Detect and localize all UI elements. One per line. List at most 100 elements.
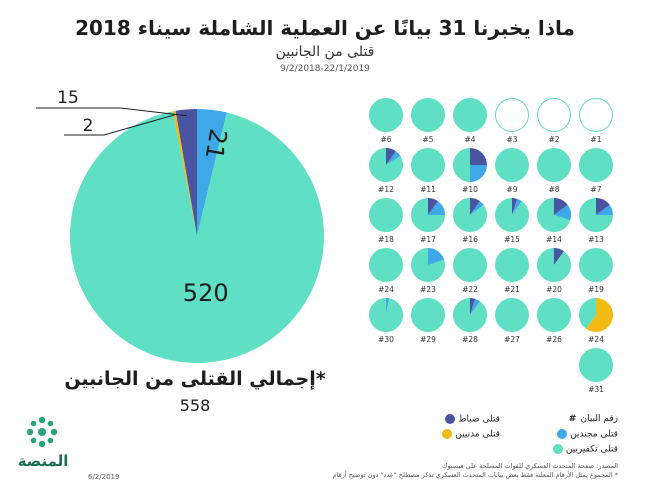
slice-label-takfiri: 520 <box>183 279 229 307</box>
statement-number: #26 <box>546 335 562 344</box>
statement-pie: #19 <box>579 248 613 294</box>
statement-number: #18 <box>378 235 394 244</box>
legend-item-militant: قتلى مجندين <box>552 429 618 440</box>
statement-slice-takfiri <box>495 198 530 232</box>
statement-number: #24 <box>378 285 394 294</box>
statement-slice-takfiri <box>579 198 613 232</box>
statement-number: #21 <box>504 285 520 294</box>
chart-title: ماذا يخبرنا 31 بيانًا عن العملية الشاملة… <box>75 16 575 40</box>
total-pie-slice-takfiri <box>69 111 325 364</box>
statement-pie: #6 <box>369 98 403 144</box>
statement-pie: #13 <box>579 198 613 244</box>
statement-slice-officer <box>470 197 480 215</box>
statement-slice-militant <box>386 151 401 165</box>
statement-pie: #5 <box>411 98 445 144</box>
statement-slice-takfiri <box>411 298 445 332</box>
statement-slice-takfiri <box>537 298 571 332</box>
statement-pie: #29 <box>411 298 445 344</box>
statement-pie: #3 <box>495 98 529 144</box>
statement-number: #27 <box>504 335 520 344</box>
statement-number: #8 <box>548 185 559 194</box>
statement-pie: #26 <box>537 298 571 344</box>
statement-slice-takfiri <box>411 148 445 182</box>
total-pie-slice-militant <box>197 109 227 236</box>
statement-slice-officer <box>554 248 564 265</box>
empty-pie-outline <box>579 98 613 132</box>
statement-number: #1 <box>590 135 601 144</box>
statement-number: #16 <box>462 235 478 244</box>
statement-number: #28 <box>462 335 478 344</box>
statement-slice-takfiri <box>579 148 613 182</box>
statement-number: #6 <box>380 135 391 144</box>
statement-slice-takfiri <box>369 148 403 183</box>
statement-pie: #1 <box>579 98 613 144</box>
statement-slice-militant <box>470 298 480 315</box>
legend-label-officer: قتلى ضباط <box>458 414 500 425</box>
legend-item-officer: قتلى ضباط <box>440 414 500 425</box>
statement-pie: #24 <box>579 298 613 344</box>
statement-number: #5 <box>422 135 433 144</box>
chart-subtitle: قتلى من الجانبين <box>275 44 375 60</box>
statement-number: #15 <box>504 235 520 244</box>
statement-number: #19 <box>588 285 604 294</box>
legend-item-hash: رقم البيان # <box>563 414 618 424</box>
statement-number: #11 <box>420 185 436 194</box>
legend-item-civilian: قتلى مدنيين <box>437 429 500 440</box>
statement-slice-officer <box>470 148 487 165</box>
total-value: 558 <box>179 396 211 415</box>
statement-pie: #30 <box>368 298 403 344</box>
statement-slice-officer <box>554 198 568 215</box>
statement-slice-civilian <box>586 298 613 332</box>
statement-slice-takfiri <box>495 248 529 282</box>
statement-slice-militant <box>512 198 522 215</box>
statement-number: #14 <box>546 235 562 244</box>
statement-pie: #23 <box>411 248 446 294</box>
statement-slice-militant <box>554 205 571 221</box>
statement-slice-takfiri <box>537 248 571 282</box>
statement-pie: #28 <box>453 298 488 344</box>
slice-label-civilian: 2 <box>83 116 94 136</box>
militant-swatch <box>557 429 568 439</box>
statement-pie: #11 <box>411 148 445 194</box>
statement-number: #29 <box>420 335 436 344</box>
statement-slice-takfiri <box>369 248 403 282</box>
statement-slice-takfiri <box>368 298 403 332</box>
civilian-leader-line <box>64 114 176 136</box>
statement-slice-takfiri <box>579 348 613 382</box>
footnote: * المجموع يمثل الأرقام المعلنة فقط بعض ب… <box>332 471 618 479</box>
statement-number: #3 <box>506 135 517 144</box>
statement-pie: #31 <box>579 348 613 394</box>
statement-pie: #12 <box>369 148 403 194</box>
statement-number: #2 <box>548 135 559 144</box>
statement-pie: #17 <box>411 197 445 244</box>
brand-name: المنصة <box>17 452 69 470</box>
statement-slice-militant <box>596 205 613 215</box>
statement-slice-militant <box>470 165 487 182</box>
statement-pie: #9 <box>495 148 529 194</box>
statement-number: #9 <box>506 185 517 194</box>
statement-slice-takfiri <box>537 148 571 182</box>
hash-icon: # <box>568 414 577 424</box>
statement-slice-officer <box>596 198 610 215</box>
slice-label-militant: 21 <box>200 127 233 162</box>
statement-number: #7 <box>590 185 601 194</box>
statement-pie: #8 <box>537 148 571 194</box>
statement-pie: #20 <box>537 248 571 294</box>
statement-slice-officer <box>470 298 476 315</box>
officer-leader-line <box>36 107 187 117</box>
publish-date: 6/2/2019 <box>88 473 120 481</box>
statement-slice-militant <box>386 298 390 315</box>
total-pie-slice-civilian <box>172 110 197 236</box>
statement-slice-militant <box>428 248 445 265</box>
statement-slice-takfiri <box>453 98 487 132</box>
statement-number: #23 <box>420 285 436 294</box>
statement-pie: #22 <box>453 248 487 294</box>
statement-slice-takfiri <box>369 198 403 232</box>
statement-slice-officer <box>512 198 518 215</box>
statement-slice-takfiri <box>411 198 445 232</box>
statement-pie: #4 <box>453 98 487 144</box>
statement-number: #31 <box>588 385 604 394</box>
statement-pie: #18 <box>369 198 403 244</box>
legend-item-takfiri: قتلى تكفيريين <box>548 444 618 455</box>
